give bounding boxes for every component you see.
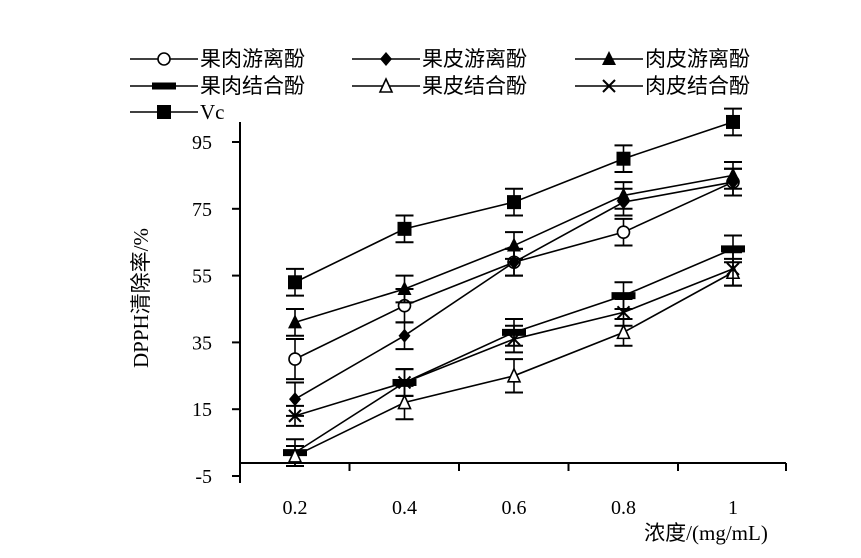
legend-label: 肉皮结合酚 <box>645 74 750 98</box>
series-5 <box>286 257 742 467</box>
legend-label: 果皮结合酚 <box>422 74 527 98</box>
data-point <box>397 393 412 410</box>
plot-area <box>283 107 745 467</box>
data-point <box>287 447 303 463</box>
series-7 <box>286 107 742 297</box>
data-point <box>507 332 521 346</box>
y-axis-title: DPPH清除率/% <box>129 228 153 368</box>
legend-marker <box>157 105 171 119</box>
y-tick-label: 15 <box>192 399 212 421</box>
data-point <box>616 225 631 239</box>
data-point <box>288 409 302 423</box>
series-6 <box>286 251 742 427</box>
data-point <box>507 237 521 252</box>
legend-label: Vc <box>200 100 225 124</box>
data-point <box>288 275 302 290</box>
legend-label: 肉皮游离酚 <box>645 47 750 71</box>
legend-marker <box>378 77 394 93</box>
y-tick-label: -5 <box>195 466 212 488</box>
x-tick-label: 0.2 <box>283 497 308 519</box>
legend-label: 果皮游离酚 <box>422 47 527 71</box>
data-point <box>508 255 520 270</box>
y-tick-label: 95 <box>192 132 212 154</box>
data-point <box>289 392 301 407</box>
data-point <box>726 167 740 182</box>
data-point <box>616 151 631 166</box>
data-point <box>721 245 745 253</box>
legend-item-5: 果皮结合酚 <box>352 74 527 98</box>
legend-item-2: 果皮游离酚 <box>352 47 527 71</box>
axes: -5 15 35 55 75 95 0.2 0.4 0.6 0.8 1 <box>192 122 787 519</box>
legend-marker <box>152 82 176 90</box>
legend-marker <box>602 79 616 93</box>
data-point <box>726 114 740 129</box>
legend-item-6: 肉皮结合酚 <box>575 74 750 98</box>
legend-item-4: 果肉结合酚 <box>130 74 305 98</box>
data-point <box>397 221 412 236</box>
series-3 <box>286 161 742 337</box>
legend-marker <box>380 52 392 66</box>
legend-item-7: Vc <box>130 100 225 124</box>
legend-item-3: 肉皮游离酚 <box>575 47 750 71</box>
x-tick-label: 0.8 <box>611 497 636 519</box>
data-point <box>398 328 411 343</box>
data-point <box>397 375 412 390</box>
y-tick-label: 35 <box>192 332 212 354</box>
legend-marker <box>602 51 616 65</box>
legend-label: 果肉结合酚 <box>200 74 305 98</box>
legend-label: 果肉游离酚 <box>200 47 305 71</box>
y-tick-label: 75 <box>192 199 212 221</box>
legend-marker <box>157 52 171 66</box>
x-tick-label: 1 <box>728 497 738 519</box>
data-point <box>397 280 412 295</box>
data-point <box>616 305 631 320</box>
data-point <box>616 187 631 202</box>
data-point <box>288 352 302 366</box>
data-point <box>726 262 740 276</box>
data-point <box>507 195 521 210</box>
data-point <box>288 314 302 329</box>
x-axis-title: 浓度/(mg/mL) <box>644 521 768 545</box>
data-point <box>616 323 631 340</box>
legend-item-1: 果肉游离酚 <box>130 47 305 71</box>
data-point <box>506 366 522 383</box>
x-tick-label: 0.6 <box>502 497 527 519</box>
x-tick-label: 0.4 <box>392 497 417 519</box>
y-tick-label: 55 <box>192 266 212 288</box>
data-point <box>611 292 636 300</box>
